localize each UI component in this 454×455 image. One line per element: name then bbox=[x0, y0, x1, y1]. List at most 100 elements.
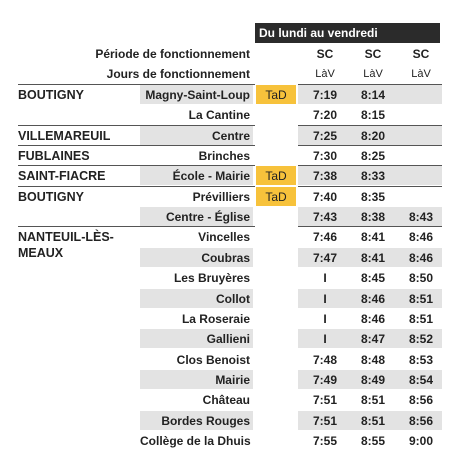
row-shade bbox=[298, 207, 442, 227]
time: 8:25 bbox=[360, 149, 386, 164]
row-shade bbox=[140, 247, 253, 267]
commune: BOUTIGNY bbox=[18, 189, 84, 204]
time: 8:15 bbox=[360, 108, 386, 123]
time: 8:47 bbox=[360, 332, 386, 347]
stop-name: Les Bruyères bbox=[173, 271, 250, 286]
time: I bbox=[323, 311, 327, 326]
row-shade bbox=[140, 207, 253, 227]
time: 7:51 bbox=[312, 393, 338, 408]
row-shade bbox=[298, 329, 442, 349]
time: 9:00 bbox=[408, 433, 434, 448]
period: SC bbox=[412, 47, 430, 61]
time: 8:55 bbox=[360, 433, 386, 448]
time: 8:38 bbox=[360, 210, 386, 225]
stop-name: Mairie bbox=[215, 372, 250, 387]
time: 7:40 bbox=[312, 189, 338, 204]
stop-name: École - Mairie bbox=[172, 169, 250, 184]
row-shade bbox=[140, 369, 253, 389]
group-line bbox=[18, 226, 255, 228]
row-shade bbox=[298, 288, 442, 308]
group-line bbox=[298, 124, 442, 126]
row-shade bbox=[298, 166, 442, 186]
stop-name: Gallieni bbox=[206, 332, 250, 347]
commune: VILLEMAREUIL bbox=[18, 128, 111, 143]
group-line bbox=[298, 145, 442, 147]
time: 8:20 bbox=[360, 128, 386, 143]
time: 8:41 bbox=[360, 250, 386, 265]
group-line bbox=[298, 226, 442, 228]
row-shade bbox=[298, 247, 442, 267]
time: 8:46 bbox=[408, 250, 434, 265]
tad-badge: TaD bbox=[256, 166, 296, 186]
row-shade bbox=[140, 410, 253, 430]
time: 8:48 bbox=[360, 352, 386, 367]
time: 7:20 bbox=[312, 108, 338, 123]
header-band: Du lundi au vendredi bbox=[255, 23, 440, 43]
stop-name: Clos Benoist bbox=[176, 352, 250, 367]
group-line bbox=[298, 165, 442, 167]
tad-badge: TaD bbox=[256, 186, 296, 206]
time: I bbox=[323, 332, 327, 347]
period-label: Période de fonctionnement bbox=[95, 47, 250, 61]
stop-name: Brinches bbox=[198, 149, 250, 164]
commune: BOUTIGNY bbox=[18, 88, 84, 102]
row-shade bbox=[140, 329, 253, 349]
days: LàV bbox=[411, 68, 431, 80]
days-label: Jours de fonctionnement bbox=[106, 67, 250, 81]
time: I bbox=[323, 291, 327, 306]
days: LàV bbox=[315, 68, 335, 80]
period: SC bbox=[364, 47, 382, 61]
stop-name: Magny-Saint-Loup bbox=[145, 88, 250, 102]
time: 8:54 bbox=[408, 372, 434, 387]
time: 8:46 bbox=[360, 311, 386, 326]
stop-name: Prévilliers bbox=[192, 189, 250, 204]
commune: FUBLAINES bbox=[18, 149, 90, 164]
time: 7:25 bbox=[312, 128, 338, 143]
time: 8:49 bbox=[360, 372, 386, 387]
time: 8:41 bbox=[360, 230, 386, 245]
group-line bbox=[18, 124, 255, 126]
time: 8:50 bbox=[408, 271, 434, 286]
group-line bbox=[298, 185, 442, 187]
row-shade bbox=[298, 410, 442, 430]
time: 8:14 bbox=[360, 88, 386, 102]
time: 8:45 bbox=[360, 271, 386, 286]
days: LàV bbox=[363, 68, 383, 80]
stop-name: Collot bbox=[216, 291, 250, 306]
time: 8:46 bbox=[360, 291, 386, 306]
time: 7:43 bbox=[312, 210, 338, 225]
commune: SAINT-FIACRE bbox=[18, 169, 106, 184]
group-line bbox=[18, 145, 255, 147]
row-shade bbox=[140, 125, 253, 145]
time: 7:47 bbox=[312, 250, 338, 265]
group-line bbox=[18, 165, 255, 167]
time: 8:52 bbox=[408, 332, 434, 347]
time: 8:51 bbox=[408, 311, 434, 326]
time: 8:35 bbox=[360, 189, 386, 204]
period: SC bbox=[316, 47, 334, 61]
time: I bbox=[323, 271, 327, 286]
group-line bbox=[298, 84, 442, 85]
stop-name: Château bbox=[202, 393, 250, 408]
row-shade bbox=[298, 369, 442, 389]
time: 8:51 bbox=[360, 413, 386, 428]
time: 8:56 bbox=[408, 393, 434, 408]
row-shade bbox=[140, 85, 253, 104]
time: 8:53 bbox=[408, 352, 434, 367]
stop-name: Centre bbox=[211, 128, 250, 143]
stop-name: Coubras bbox=[201, 250, 250, 265]
row-shade bbox=[298, 125, 442, 145]
time: 7:19 bbox=[312, 88, 338, 102]
commune: NANTEUIL-LÈS-MEAUX bbox=[18, 230, 114, 261]
stop-name: Bordes Rouges bbox=[161, 413, 250, 428]
stop-name: La Cantine bbox=[188, 108, 250, 123]
time: 7:55 bbox=[312, 433, 338, 448]
row-shade bbox=[298, 85, 442, 104]
time: 8:51 bbox=[360, 393, 386, 408]
group-line bbox=[18, 185, 255, 187]
group-line bbox=[18, 84, 255, 85]
stop-name: La Roseraie bbox=[181, 311, 250, 326]
time: 7:48 bbox=[312, 352, 338, 367]
stop-name: Centre - Église bbox=[165, 210, 250, 225]
